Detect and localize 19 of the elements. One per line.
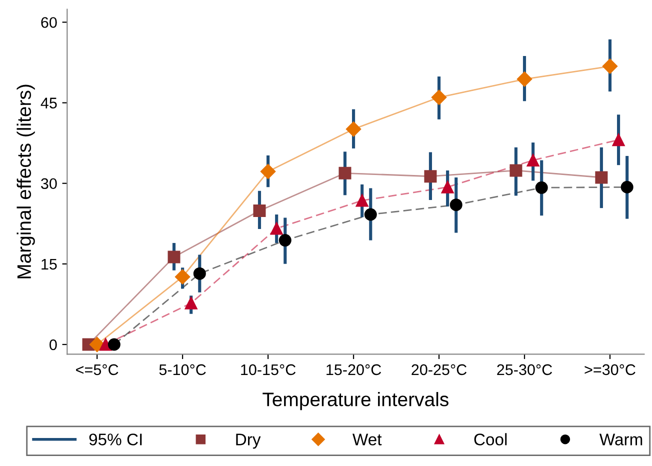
- legend-label: Cool: [474, 433, 507, 446]
- y-tick-label: 60: [41, 17, 57, 28]
- legend-label: Warm: [599, 434, 642, 446]
- x-tick-label: 10-15°C: [241, 364, 296, 376]
- y-tick-label: 15: [42, 258, 57, 270]
- y-axis-title: Marginal effects (liters): [16, 84, 35, 278]
- x-tick-label: <=5°C: [76, 364, 118, 376]
- x-tick-label: 20-25°C: [412, 364, 467, 376]
- x-axis-title: Temperature intervals: [262, 392, 448, 410]
- x-tick-label: 15-20°C: [326, 364, 382, 376]
- x-tick-label: 5-10°C: [159, 364, 206, 376]
- legend-label: 95% CI: [89, 434, 142, 446]
- x-tick-label: 25-30°C: [497, 364, 552, 376]
- y-tick-label: 0: [50, 339, 57, 350]
- y-tick-label: 30: [41, 178, 57, 190]
- legend-label: Wet: [352, 434, 382, 446]
- x-tick-label: >=30°C: [584, 364, 636, 376]
- y-tick-label: 45: [40, 98, 57, 108]
- legend-label: Dry: [236, 434, 261, 449]
